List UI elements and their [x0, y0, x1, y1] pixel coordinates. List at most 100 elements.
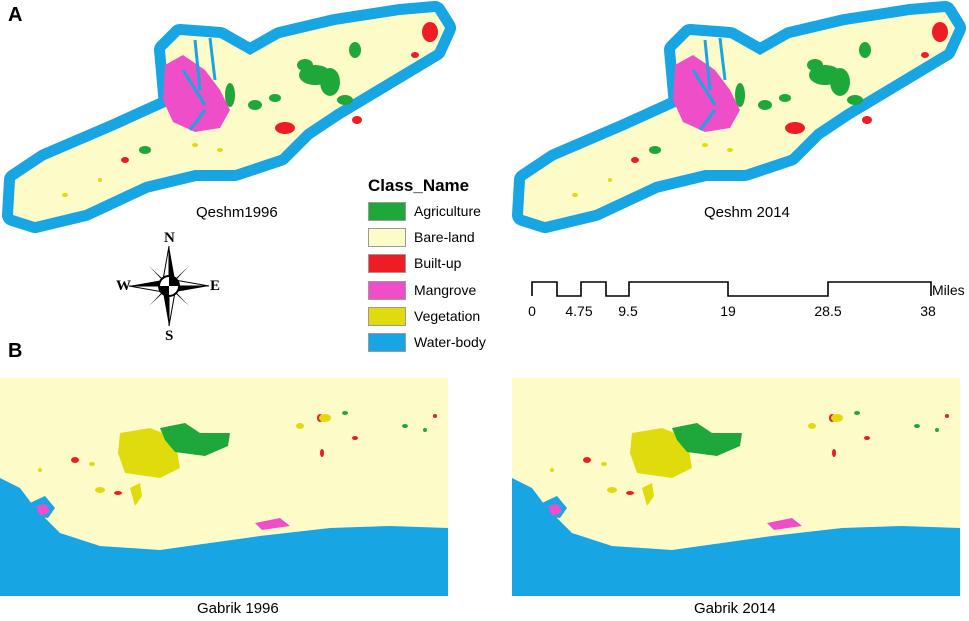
vegetation-patch: [831, 414, 843, 422]
scale-tick-38: 38: [920, 303, 936, 319]
legend-swatch-mangrove: [368, 280, 406, 300]
agriculture-patch: [320, 68, 340, 96]
vegetation-patch: [630, 428, 692, 478]
built-up-patch: [71, 457, 79, 463]
agriculture-patch: [758, 100, 772, 110]
legend-item-bare-land: Bare-land: [368, 227, 475, 247]
water-channel: [181, 37, 217, 131]
legend-item-vegetation: Vegetation: [368, 306, 480, 326]
agriculture-patch: [349, 42, 361, 58]
legend-label-agriculture: Agriculture: [414, 203, 481, 219]
vegetation-patch: [130, 483, 142, 506]
agriculture-patch: [854, 411, 860, 415]
agriculture-patch: [337, 95, 353, 105]
built-up-patch: [832, 449, 836, 457]
legend-label-water-body: Water-body: [414, 334, 486, 350]
built-up-patch: [785, 122, 805, 134]
agriculture-patch: [935, 428, 939, 432]
legend-item-built-up: Built-up: [368, 253, 461, 273]
agriculture-patch: [830, 68, 850, 96]
agriculture-patch: [297, 59, 313, 71]
legend-label-mangrove: Mangrove: [414, 282, 477, 298]
mangrove-patch: [548, 504, 562, 516]
built-up-patch: [862, 116, 872, 124]
gabrik-2014-caption: Gabrik 2014: [694, 600, 776, 617]
qeshm-1996-map: [2, 1, 456, 233]
compass-east-label: E: [210, 278, 221, 294]
bare-land-area: [523, 12, 955, 222]
scale-bar: [531, 281, 932, 297]
gabrik-1996-caption: Gabrik 1996: [197, 600, 279, 617]
vegetation-patch: [808, 423, 816, 429]
bare-land-area: [13, 12, 445, 222]
scale-tick-19: 19: [720, 303, 736, 319]
legend-swatch-agriculture: [368, 201, 406, 221]
vegetation-patch: [608, 178, 612, 182]
vegetation-patch: [62, 193, 68, 197]
qeshm-1996-caption: Qeshm1996: [196, 204, 278, 221]
legend-swatch-bare-land: [368, 227, 406, 247]
legend-label-bare-land: Bare-land: [414, 229, 475, 245]
mangrove-patch: [767, 518, 802, 530]
legend-swatch-vegetation: [368, 306, 406, 326]
agriculture-patch: [402, 424, 408, 428]
built-up-patch: [352, 436, 358, 440]
panel-label-a: A: [8, 4, 23, 26]
agriculture-patch: [160, 423, 230, 456]
agriculture-patch: [847, 95, 863, 105]
built-up-patch: [945, 414, 949, 418]
vegetation-patch: [319, 414, 331, 422]
agriculture-patch: [248, 100, 262, 110]
vegetation-patch: [601, 462, 607, 466]
panel-label-b: B: [8, 340, 23, 362]
scale-tick-28-5: 28.5: [814, 303, 842, 319]
north-arrow-icon: [128, 245, 210, 327]
agriculture-patch: [269, 94, 281, 102]
vegetation-patch: [642, 483, 654, 506]
built-up-patch: [411, 52, 419, 58]
vegetation-patch: [192, 143, 198, 147]
built-up-patch: [422, 22, 438, 42]
agriculture-patch: [649, 146, 661, 154]
mangrove-patch: [255, 518, 290, 530]
agriculture-patch: [914, 424, 920, 428]
built-up-patch: [921, 52, 929, 58]
vegetation-patch: [296, 423, 304, 429]
built-up-patch: [583, 457, 591, 463]
legend-label-built-up: Built-up: [414, 255, 462, 271]
legend-swatch-built-up: [368, 253, 406, 273]
built-up-patch: [275, 122, 295, 134]
agriculture-patch: [672, 423, 742, 456]
vegetation-patch: [118, 428, 180, 478]
compass-west-label: W: [116, 278, 131, 294]
vegetation-patch: [217, 148, 223, 152]
gabrik-1996-map: [0, 378, 448, 596]
legend-item-mangrove: Mangrove: [368, 280, 476, 300]
vegetation-patch: [89, 462, 95, 466]
gabrik-2014-map: [512, 378, 960, 596]
agriculture-patch: [225, 83, 235, 107]
agriculture-patch: [779, 94, 791, 102]
agriculture-patch: [807, 59, 823, 71]
compass-rose: N S E W: [112, 230, 232, 344]
vegetation-patch: [727, 148, 733, 152]
built-up-patch: [864, 436, 870, 440]
qeshm-2014-map: [512, 1, 966, 233]
water-channel: [691, 37, 727, 131]
legend-item-agriculture: Agriculture: [368, 201, 481, 221]
vegetation-patch: [95, 487, 105, 493]
agriculture-patch: [735, 83, 745, 107]
scale-tick-0: 0: [528, 303, 536, 319]
legend-label-vegetation: Vegetation: [414, 308, 481, 324]
qeshm-2014-caption: Qeshm 2014: [704, 204, 790, 221]
vegetation-patch: [38, 468, 42, 472]
scale-tick-9-5: 9.5: [618, 303, 638, 319]
scale-tick-4-75: 4.75: [565, 303, 593, 319]
sea-water-body: [512, 478, 960, 596]
built-up-patch: [631, 157, 639, 163]
legend-title: Class_Name: [368, 176, 470, 195]
vegetation-patch: [702, 143, 708, 147]
built-up-patch: [932, 22, 948, 42]
agriculture-patch: [342, 411, 348, 415]
built-up-patch: [352, 116, 362, 124]
